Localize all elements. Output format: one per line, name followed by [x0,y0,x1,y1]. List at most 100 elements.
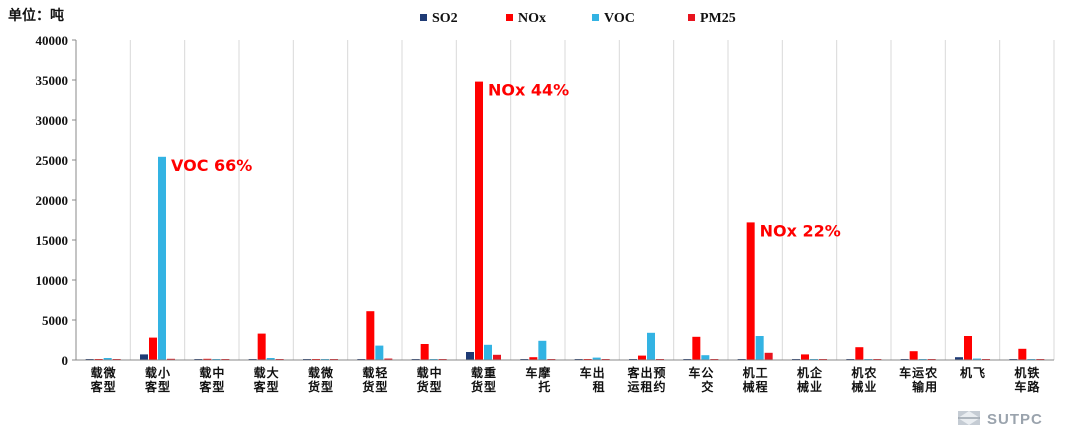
legend-label: NOx [518,11,546,26]
category-label-char: 机 [960,365,972,380]
category-label-char: 械 [797,379,809,394]
category-label-char: 载 [471,365,483,380]
bar-nox [855,347,864,360]
annotation-label: NOx 22% [760,221,841,240]
category-label-char: 运 [627,380,639,394]
category-label-char: 农 [863,365,876,380]
category-label-char: 载 [145,365,157,380]
legend-swatch [592,14,599,21]
annotation-label: NOx 44% [488,81,569,100]
category-label-char: 小 [158,365,170,380]
category-label-char: 微 [320,365,334,380]
y-unit-label: 单位：吨 [8,7,64,24]
category-label-char: 械 [743,379,755,394]
category-label-char: 载 [91,365,103,380]
bar-pm25 [493,354,501,360]
bar-nox [801,354,809,360]
category-label-char: 约 [653,379,665,394]
legend-swatch [688,14,695,21]
logo-text: SUTPC [987,411,1043,428]
sutpc-logo: SUTPC [958,411,1043,428]
category-label-char: 机 [1014,365,1026,380]
category-label: 摩托车 [525,365,550,394]
category-label-char: 载 [362,365,374,380]
category-label-char: 程 [756,379,768,394]
category-label-char: 机 [743,365,755,380]
category-label-char: 微 [103,365,117,380]
category-label-char: 客 [626,365,640,380]
legend-label: VOC [604,11,635,26]
category-label-char: 型 [212,379,224,394]
category-label-char: 货 [308,379,320,394]
bar-nox [909,351,918,360]
category-label: 出租车 [580,365,605,394]
category-label-char: 客 [90,379,104,394]
category-label-char: 车 [525,365,537,380]
category-label-char: 型 [321,379,333,394]
bar-nox [746,222,755,360]
bar-voc [375,345,384,360]
bar-nox [529,357,538,360]
category-label-char: 型 [267,379,279,394]
legend-item-voc: VOC [592,11,635,26]
category-label-char: 企 [809,365,823,380]
logo-icon [958,411,980,425]
bar-pm25 [384,358,393,360]
bar-nox [692,336,701,360]
bar-voc [647,332,655,360]
category-label-char: 租 [593,380,605,394]
category-label-char: 飞 [973,366,985,380]
legend-label: SO2 [432,11,458,26]
category-label-char: 铁 [1027,365,1039,380]
bar-nox [366,311,375,360]
category-label-char: 客 [144,379,158,394]
bar-nox [964,336,972,360]
category-label-char: 出 [640,365,652,380]
bar-nox [1018,348,1027,360]
bar-pm25 [764,352,773,360]
category-label-char: 路 [1027,379,1040,394]
category-label-char: 机 [851,365,863,380]
category-label-char: 运 [912,366,924,380]
category-label-char: 轻 [375,365,387,380]
category-label-char: 中 [212,365,224,380]
bar-voc [973,358,981,360]
legend-item-nox: NOx [506,11,546,26]
category-label: 公交车 [688,365,713,394]
category-label-char: 公 [701,366,713,380]
y-tick-label: 35000 [36,73,69,88]
legend-item-pm25: PM25 [688,11,736,26]
y-tick-label: 5000 [42,313,68,328]
category-label-char: 托 [538,379,550,394]
category-label-char: 业 [864,379,876,394]
bar-nox [257,333,266,360]
category-label-char: 机 [797,365,809,380]
y-axis: 0 5000 10000 15000 20000 25000 30000 35000 40000 [36,33,77,368]
bar-voc [484,344,492,360]
y-tick-label: 25000 [36,153,69,168]
category-label-char: 客 [253,379,267,394]
category-label-char: 中 [430,365,442,380]
legend-swatch [420,14,427,21]
category-label-char: 载 [417,365,429,380]
category-label-char: 型 [484,379,496,394]
annotation-label: VOC 66% [171,156,252,175]
category-label-char: 重 [484,365,496,380]
bar-voc [538,340,547,360]
bar-nox [638,355,646,360]
category-label-char: 交 [701,379,713,394]
category-label-char: 预 [653,366,665,380]
bar-nox [149,337,157,360]
category-label-char: 工 [756,366,768,380]
bar-nox [475,81,483,360]
